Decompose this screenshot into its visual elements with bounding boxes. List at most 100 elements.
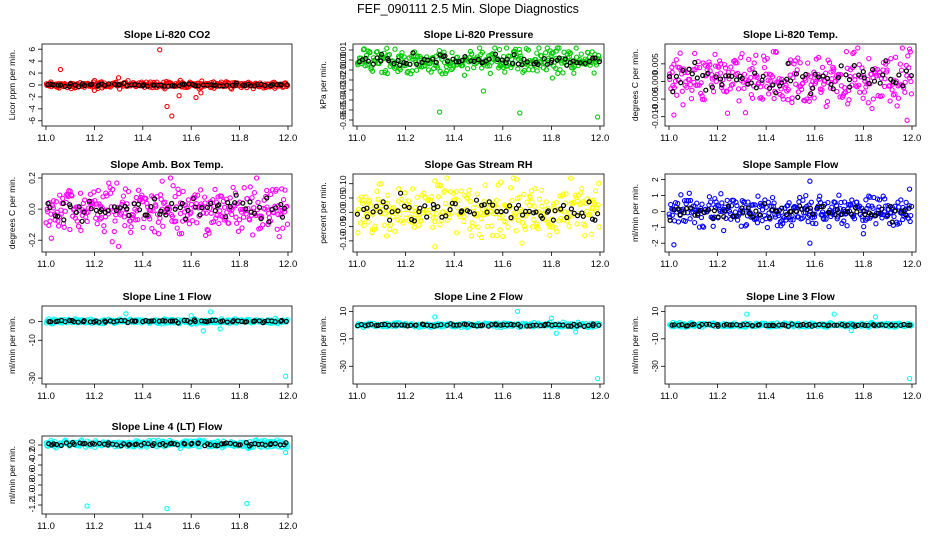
data-point-black [574,323,580,329]
data-point-black [252,318,258,324]
data-point-black [715,214,721,220]
data-point [767,78,773,84]
data-point-black [282,205,288,211]
data-point [389,206,396,212]
data-point [907,218,913,225]
data-point [807,240,813,246]
x-tick-label: 11.0 [348,391,366,402]
data-point [773,49,779,55]
data-point [698,214,705,221]
data-point [805,60,811,66]
data-point [669,69,675,75]
data-point [452,196,458,202]
data-point [534,50,540,56]
data-point-black [721,214,727,220]
data-point-black [739,75,745,81]
data-point [162,199,168,205]
data-point-black [539,215,546,221]
data-point-black [796,203,803,209]
data-point [780,220,786,227]
data-point-black [585,322,592,328]
data-point [176,93,182,99]
chart-panel: Slope Amb. Box Temp. 11.0 11.2 11.4 11.6 11.8… [7,159,297,270]
x-tick-label: 11.0 [660,133,678,144]
data-point-black [492,51,498,57]
data-point [812,211,818,217]
data-point-black [524,59,530,65]
data-point [829,204,835,210]
data-point [84,503,90,509]
data-point-black [818,204,825,210]
x-tick-label: 11.2 [86,259,104,270]
data-point-black [125,319,131,326]
data-point [161,200,167,206]
data-point [841,218,847,224]
data-point-black [687,205,694,211]
x-tick-label: 11.2 [709,391,727,402]
data-point [561,209,568,215]
data-point-black [498,322,504,328]
data-point-black [862,211,868,218]
data-point-black [828,81,834,87]
data-points [43,437,291,512]
y-axis-label: Licor ppm per min. [7,50,17,120]
data-point [769,74,776,80]
data-point [458,188,464,194]
data-point-black [365,322,371,328]
x-tick-label: 11.4 [134,133,152,144]
data-point-black [703,321,710,327]
data-point-black [227,204,233,210]
data-point-black [379,51,385,57]
y-tick-label: -30 [338,360,348,373]
data-point-black [865,322,871,328]
data-point-black [729,73,735,79]
data-point-black [893,322,899,328]
data-point [104,193,110,199]
data-point [538,187,544,193]
data-point [851,216,858,222]
data-point [713,78,719,85]
data-point [390,214,396,220]
data-point-black [669,322,675,328]
data-point [172,193,178,200]
data-point-black [117,205,123,211]
data-point [748,74,754,81]
data-point-black [560,202,567,209]
data-point [243,211,249,217]
data-point [728,64,734,70]
data-point-black [233,80,239,86]
data-point [236,199,243,205]
data-point [74,218,80,224]
data-point [179,230,185,237]
data-point-black [172,206,178,212]
data-point [554,45,560,51]
y-tick-label: 1 [650,193,660,198]
data-point [761,64,768,71]
y-axis-label: ml/min per min. [7,446,17,504]
data-point [489,223,495,229]
data-point [125,188,132,195]
data-point [174,225,180,231]
data-point [428,197,434,203]
data-point [370,211,376,217]
data-point-black [151,441,157,447]
data-point [508,185,514,191]
data-point [870,96,876,102]
data-point [892,91,898,97]
data-point [521,223,528,229]
data-point [363,194,369,200]
data-point [226,206,233,213]
x-tick-label: 11.8 [543,391,561,402]
data-point [805,218,811,225]
plot-frame [664,173,917,253]
data-point-black [136,207,143,213]
x-tick-label: 11.8 [543,133,561,144]
data-point [428,69,434,75]
data-point [577,56,583,63]
data-point-black [666,73,673,80]
data-point [799,215,805,221]
data-point-black [671,322,677,328]
x-tick-label: 11.8 [231,133,249,144]
data-point-black [862,322,868,328]
data-point [744,311,750,317]
